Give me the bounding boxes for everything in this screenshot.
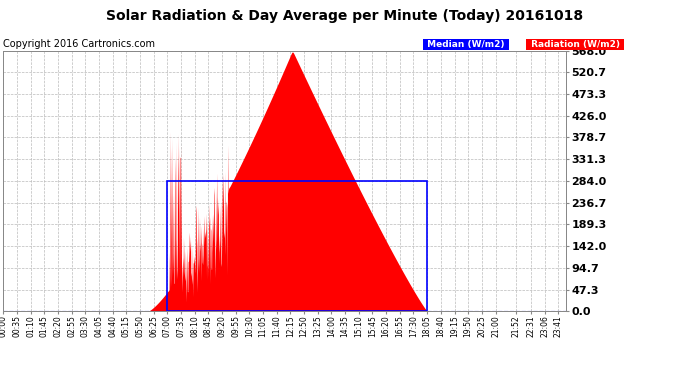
Bar: [168, 181, 427, 311]
Text: Radiation (W/m2): Radiation (W/m2): [528, 40, 623, 49]
Text: Solar Radiation & Day Average per Minute (Today) 20161018: Solar Radiation & Day Average per Minute…: [106, 9, 584, 23]
Text: Copyright 2016 Cartronics.com: Copyright 2016 Cartronics.com: [3, 39, 155, 50]
Text: Median (W/m2): Median (W/m2): [424, 40, 508, 49]
